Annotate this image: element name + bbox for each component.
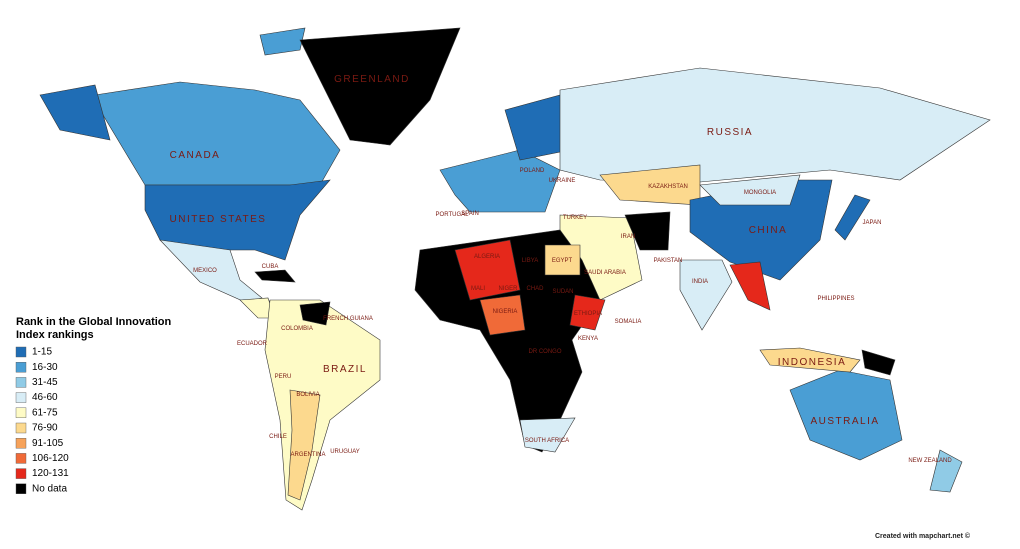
country-label: ECUADOR: [237, 341, 268, 347]
legend-swatch: [15, 468, 27, 479]
credit: Created with mapchart.net ©: [875, 532, 971, 540]
country-label: SAUDI ARABIA: [584, 270, 626, 276]
country-label: INDONESIA: [778, 357, 847, 368]
country-label: ALGERIA: [474, 254, 500, 260]
country-label: TURKEY: [563, 215, 587, 221]
legend-title: Rank in the Global Innovation Index rank…: [16, 316, 174, 341]
legend-label: 1-15: [32, 347, 52, 358]
country-label: BOLIVIA: [296, 392, 319, 398]
country-label: PHILIPPINES: [817, 296, 854, 302]
country-label: ETHIOPIA: [574, 311, 602, 317]
country-label: DR CONGO: [529, 349, 562, 355]
country: [624, 211, 671, 251]
legend-label: No data: [32, 483, 67, 494]
country: [789, 369, 903, 461]
country-label: KENYA: [578, 336, 598, 342]
country: [729, 261, 771, 311]
country-label: NIGERIA: [493, 309, 518, 315]
legend-title-line: Rank in the Global Innovation: [16, 316, 172, 328]
country: [454, 239, 521, 301]
country-label: MEXICO: [193, 268, 217, 274]
legend-swatch: [15, 438, 27, 449]
country: [759, 347, 861, 373]
legend-label: 31-45: [32, 377, 58, 388]
country-label: NEW ZEALAND: [908, 458, 952, 464]
country: [159, 239, 263, 303]
country: [519, 417, 576, 453]
country: [569, 294, 606, 331]
country-label: PERU: [275, 374, 292, 380]
country-label: CHILE: [269, 434, 287, 440]
country: [94, 81, 341, 186]
country-label: INDIA: [692, 279, 708, 285]
legend-swatch: [15, 483, 27, 494]
country-label: CHINA: [749, 225, 788, 236]
country: [287, 389, 321, 501]
country-label: CUBA: [262, 264, 279, 270]
country-label: NIGER: [498, 286, 518, 292]
country-label: FRENCH GUIANA: [323, 316, 373, 322]
country-label: MALI: [471, 286, 485, 292]
country: [259, 27, 306, 56]
legend-label: 76-90: [32, 423, 58, 434]
country-label: POLAND: [520, 168, 545, 174]
country: [299, 301, 331, 326]
country-label: LIBYA: [522, 258, 539, 264]
country-label: CANADA: [170, 150, 221, 161]
country: [679, 259, 733, 331]
country: [299, 27, 461, 146]
country-label: GREENLAND: [334, 74, 410, 85]
legend-label: 61-75: [32, 407, 58, 418]
country-label: RUSSIA: [707, 127, 753, 138]
country-labels: GREENLAND CANADA UNITED STATES MEXICO RU…: [170, 74, 953, 464]
country-label: CHAD: [526, 286, 544, 292]
country-label: SPAIN: [461, 211, 479, 217]
country: [559, 67, 991, 183]
legend-swatch: [15, 407, 27, 418]
country-label: KAZAKHSTAN: [648, 184, 688, 190]
legend-label: 91-105: [32, 438, 64, 449]
country-label: COLOMBIA: [281, 326, 313, 332]
country-label: JAPAN: [863, 220, 882, 226]
country: [929, 449, 963, 493]
country-label: SUDAN: [552, 289, 573, 295]
country-label: AUSTRALIA: [810, 416, 879, 427]
legend-swatch: [15, 377, 27, 388]
country: [479, 294, 526, 336]
country: [544, 244, 581, 276]
country: [39, 84, 111, 141]
countries: [39, 27, 991, 511]
country-label: UNITED STATES: [170, 214, 267, 225]
legend-swatch: [15, 392, 27, 403]
legend: Rank in the Global Innovation Index rank…: [15, 316, 174, 494]
legend-swatch: [15, 362, 27, 373]
legend-swatch: [15, 453, 27, 464]
country-label: URUGUAY: [330, 449, 360, 455]
country-label: IRAN: [621, 234, 635, 240]
country-label: SOMALIA: [615, 319, 642, 325]
country-label: BRAZIL: [323, 364, 367, 375]
legend-label: 46-60: [32, 392, 58, 403]
country: [699, 174, 801, 206]
legend-label: 106-120: [32, 453, 69, 464]
country-label: ARGENTINA: [290, 452, 325, 458]
country-label: MONGOLIA: [744, 190, 776, 196]
legend-title-line: Index rankings: [16, 329, 94, 341]
country: [834, 194, 871, 241]
legend-swatch: [15, 346, 27, 358]
legend-label: 16-30: [32, 362, 58, 373]
legend-swatch: [15, 422, 27, 434]
country-label: PORTUGAL: [436, 212, 470, 218]
legend-label: 120-131: [32, 468, 69, 479]
country-label: UKRAINE: [549, 178, 576, 184]
country: [861, 349, 896, 376]
country: [439, 149, 561, 213]
country: [254, 269, 296, 283]
country: [144, 179, 331, 261]
country-label: SOUTH AFRICA: [525, 438, 569, 444]
country-label: PAKISTAN: [654, 258, 683, 264]
country-label: EGYPT: [552, 258, 573, 264]
